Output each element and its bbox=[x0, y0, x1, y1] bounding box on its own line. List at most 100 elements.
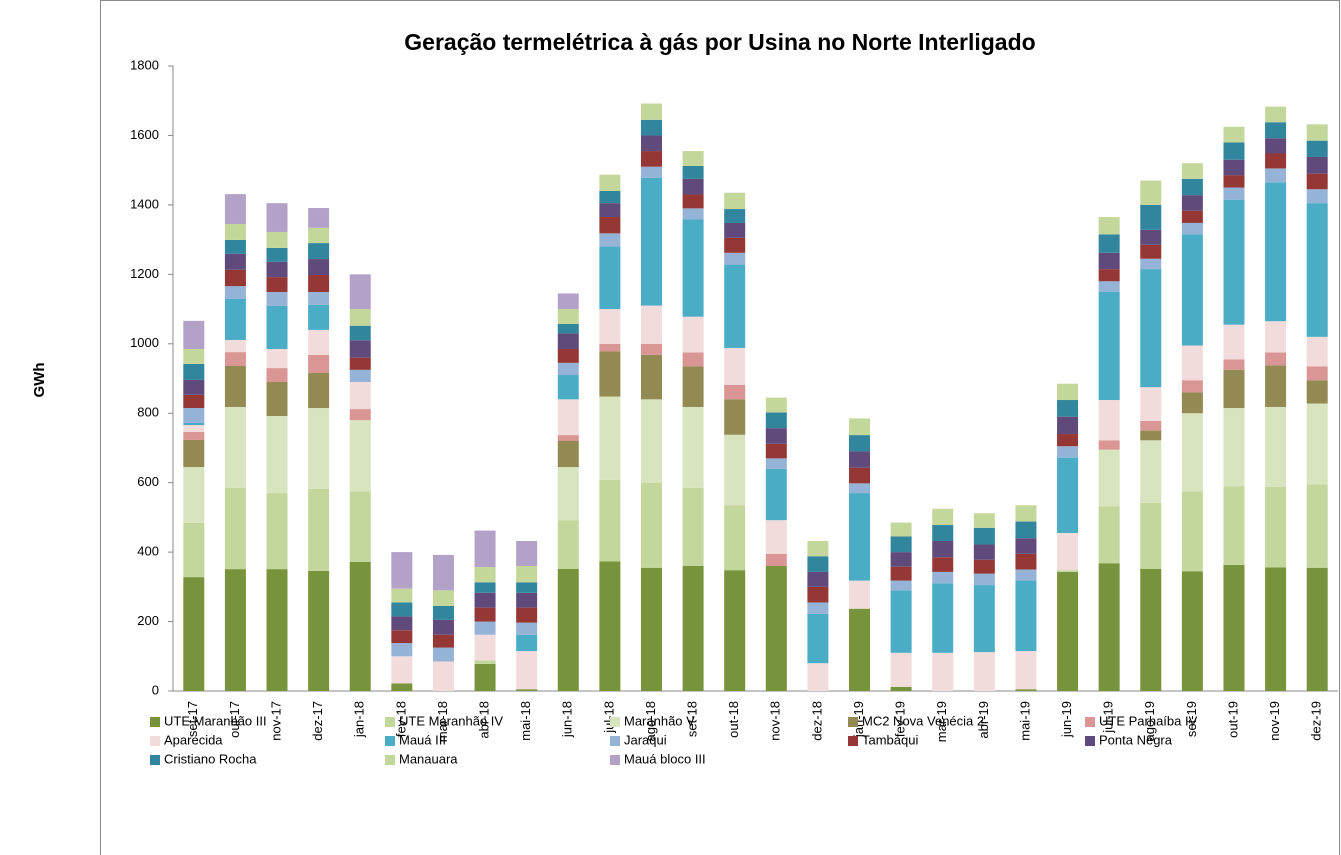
x-tick-label: abr-18 bbox=[476, 701, 491, 739]
bar-segment bbox=[224, 569, 246, 691]
bar-segment bbox=[557, 467, 579, 521]
x-tick-label: nov-19 bbox=[1267, 701, 1282, 741]
bar-segment bbox=[807, 663, 829, 691]
legend-label: Tambaqui bbox=[862, 732, 918, 747]
chart-border bbox=[100, 0, 1340, 855]
bar-segment bbox=[1140, 387, 1162, 421]
bar-segment bbox=[682, 219, 704, 317]
bar-segment bbox=[1098, 440, 1120, 450]
bar-segment bbox=[1015, 538, 1037, 554]
bar-segment bbox=[1015, 505, 1037, 522]
legend-label: UTE Maranhão IV bbox=[399, 713, 503, 728]
bar-segment bbox=[1306, 173, 1328, 190]
bar-segment bbox=[516, 566, 538, 583]
bar-segment bbox=[557, 568, 579, 691]
bar-segment bbox=[557, 293, 579, 310]
bar-segment bbox=[474, 634, 496, 661]
bar-segment bbox=[765, 468, 787, 521]
x-tick-label: jan-19 bbox=[851, 701, 866, 738]
bar-segment bbox=[516, 541, 538, 566]
bar-segment bbox=[557, 399, 579, 436]
bar-segment bbox=[474, 621, 496, 635]
bar-segment bbox=[807, 586, 829, 603]
bar-segment bbox=[765, 553, 787, 566]
bar-segment bbox=[391, 602, 413, 617]
bar-segment bbox=[1265, 352, 1287, 366]
legend-label: Manauara bbox=[399, 751, 458, 766]
bar-segment bbox=[599, 233, 621, 247]
bar-segment bbox=[1015, 553, 1037, 570]
bar-segment bbox=[849, 493, 871, 581]
bar-segment bbox=[1265, 138, 1287, 154]
bar-segment bbox=[1265, 106, 1287, 123]
bar-segment bbox=[765, 520, 787, 554]
bar-segment bbox=[1140, 180, 1162, 205]
y-tick-label: 400 bbox=[137, 544, 159, 559]
bar-segment bbox=[183, 422, 205, 426]
legend-label: MC2 Nova Venécia 2 bbox=[862, 713, 984, 728]
bar-segment bbox=[932, 525, 954, 541]
bar-segment bbox=[1140, 258, 1162, 270]
bar-segment bbox=[1265, 365, 1287, 407]
bar-segment bbox=[1181, 571, 1203, 691]
bar-segment bbox=[557, 309, 579, 324]
x-tick-label: dez-18 bbox=[809, 701, 824, 741]
bar-segment bbox=[1057, 434, 1079, 447]
x-tick-label: out-19 bbox=[1225, 701, 1240, 738]
bar-segment bbox=[1181, 178, 1203, 196]
bar-segment bbox=[432, 661, 454, 691]
bar-segment bbox=[1223, 142, 1245, 160]
bar-segment bbox=[308, 372, 330, 409]
bar-segment bbox=[890, 686, 912, 691]
bar-segment bbox=[640, 567, 662, 691]
bar-segment bbox=[765, 412, 787, 429]
bar-segment bbox=[183, 431, 205, 440]
bar-segment bbox=[640, 482, 662, 568]
bar-segment bbox=[890, 566, 912, 581]
bar-segment bbox=[1306, 189, 1328, 204]
bar-segment bbox=[599, 343, 621, 352]
bar-segment bbox=[474, 582, 496, 593]
bar-segment bbox=[640, 135, 662, 152]
bar-segment bbox=[1057, 570, 1079, 572]
bar-segment bbox=[682, 208, 704, 220]
bar-segment bbox=[973, 652, 995, 691]
x-tick-label: dez-19 bbox=[1309, 701, 1324, 741]
bar-segment bbox=[183, 467, 205, 523]
bar-segment bbox=[349, 340, 371, 358]
bar-segment bbox=[1306, 124, 1328, 141]
x-tick-label: set-17 bbox=[185, 701, 200, 737]
bar-segment bbox=[183, 348, 205, 364]
bar-segment bbox=[183, 408, 205, 423]
bar-segment bbox=[266, 493, 288, 570]
bar-segment bbox=[1223, 159, 1245, 176]
bar-segment bbox=[1306, 484, 1328, 568]
bar-segment bbox=[1015, 569, 1037, 581]
bar-segment bbox=[682, 487, 704, 566]
bar-segment bbox=[1015, 689, 1037, 691]
x-tick-label: mai-18 bbox=[518, 701, 533, 741]
bar-segment bbox=[1140, 420, 1162, 431]
bar-segment bbox=[1265, 182, 1287, 322]
bar-segment bbox=[599, 351, 621, 397]
bar-segment bbox=[599, 309, 621, 344]
bar-segment bbox=[391, 683, 413, 691]
y-tick-label: 200 bbox=[137, 613, 159, 628]
bar-segment bbox=[308, 208, 330, 228]
bar-segment bbox=[224, 298, 246, 340]
bar-segment bbox=[807, 613, 829, 664]
bar-segment bbox=[183, 363, 205, 380]
bar-segment bbox=[599, 174, 621, 191]
legend-swatch bbox=[1085, 717, 1095, 727]
bar-segment bbox=[1306, 156, 1328, 174]
bar-segment bbox=[266, 292, 288, 306]
bar-segment bbox=[1181, 163, 1203, 179]
legend-swatch bbox=[150, 755, 160, 765]
bar-segment bbox=[682, 178, 704, 195]
bar-segment bbox=[432, 590, 454, 606]
bar-segment bbox=[391, 656, 413, 684]
y-tick-label: 800 bbox=[137, 405, 159, 420]
bar-segment bbox=[599, 561, 621, 691]
legend-swatch bbox=[150, 736, 160, 746]
